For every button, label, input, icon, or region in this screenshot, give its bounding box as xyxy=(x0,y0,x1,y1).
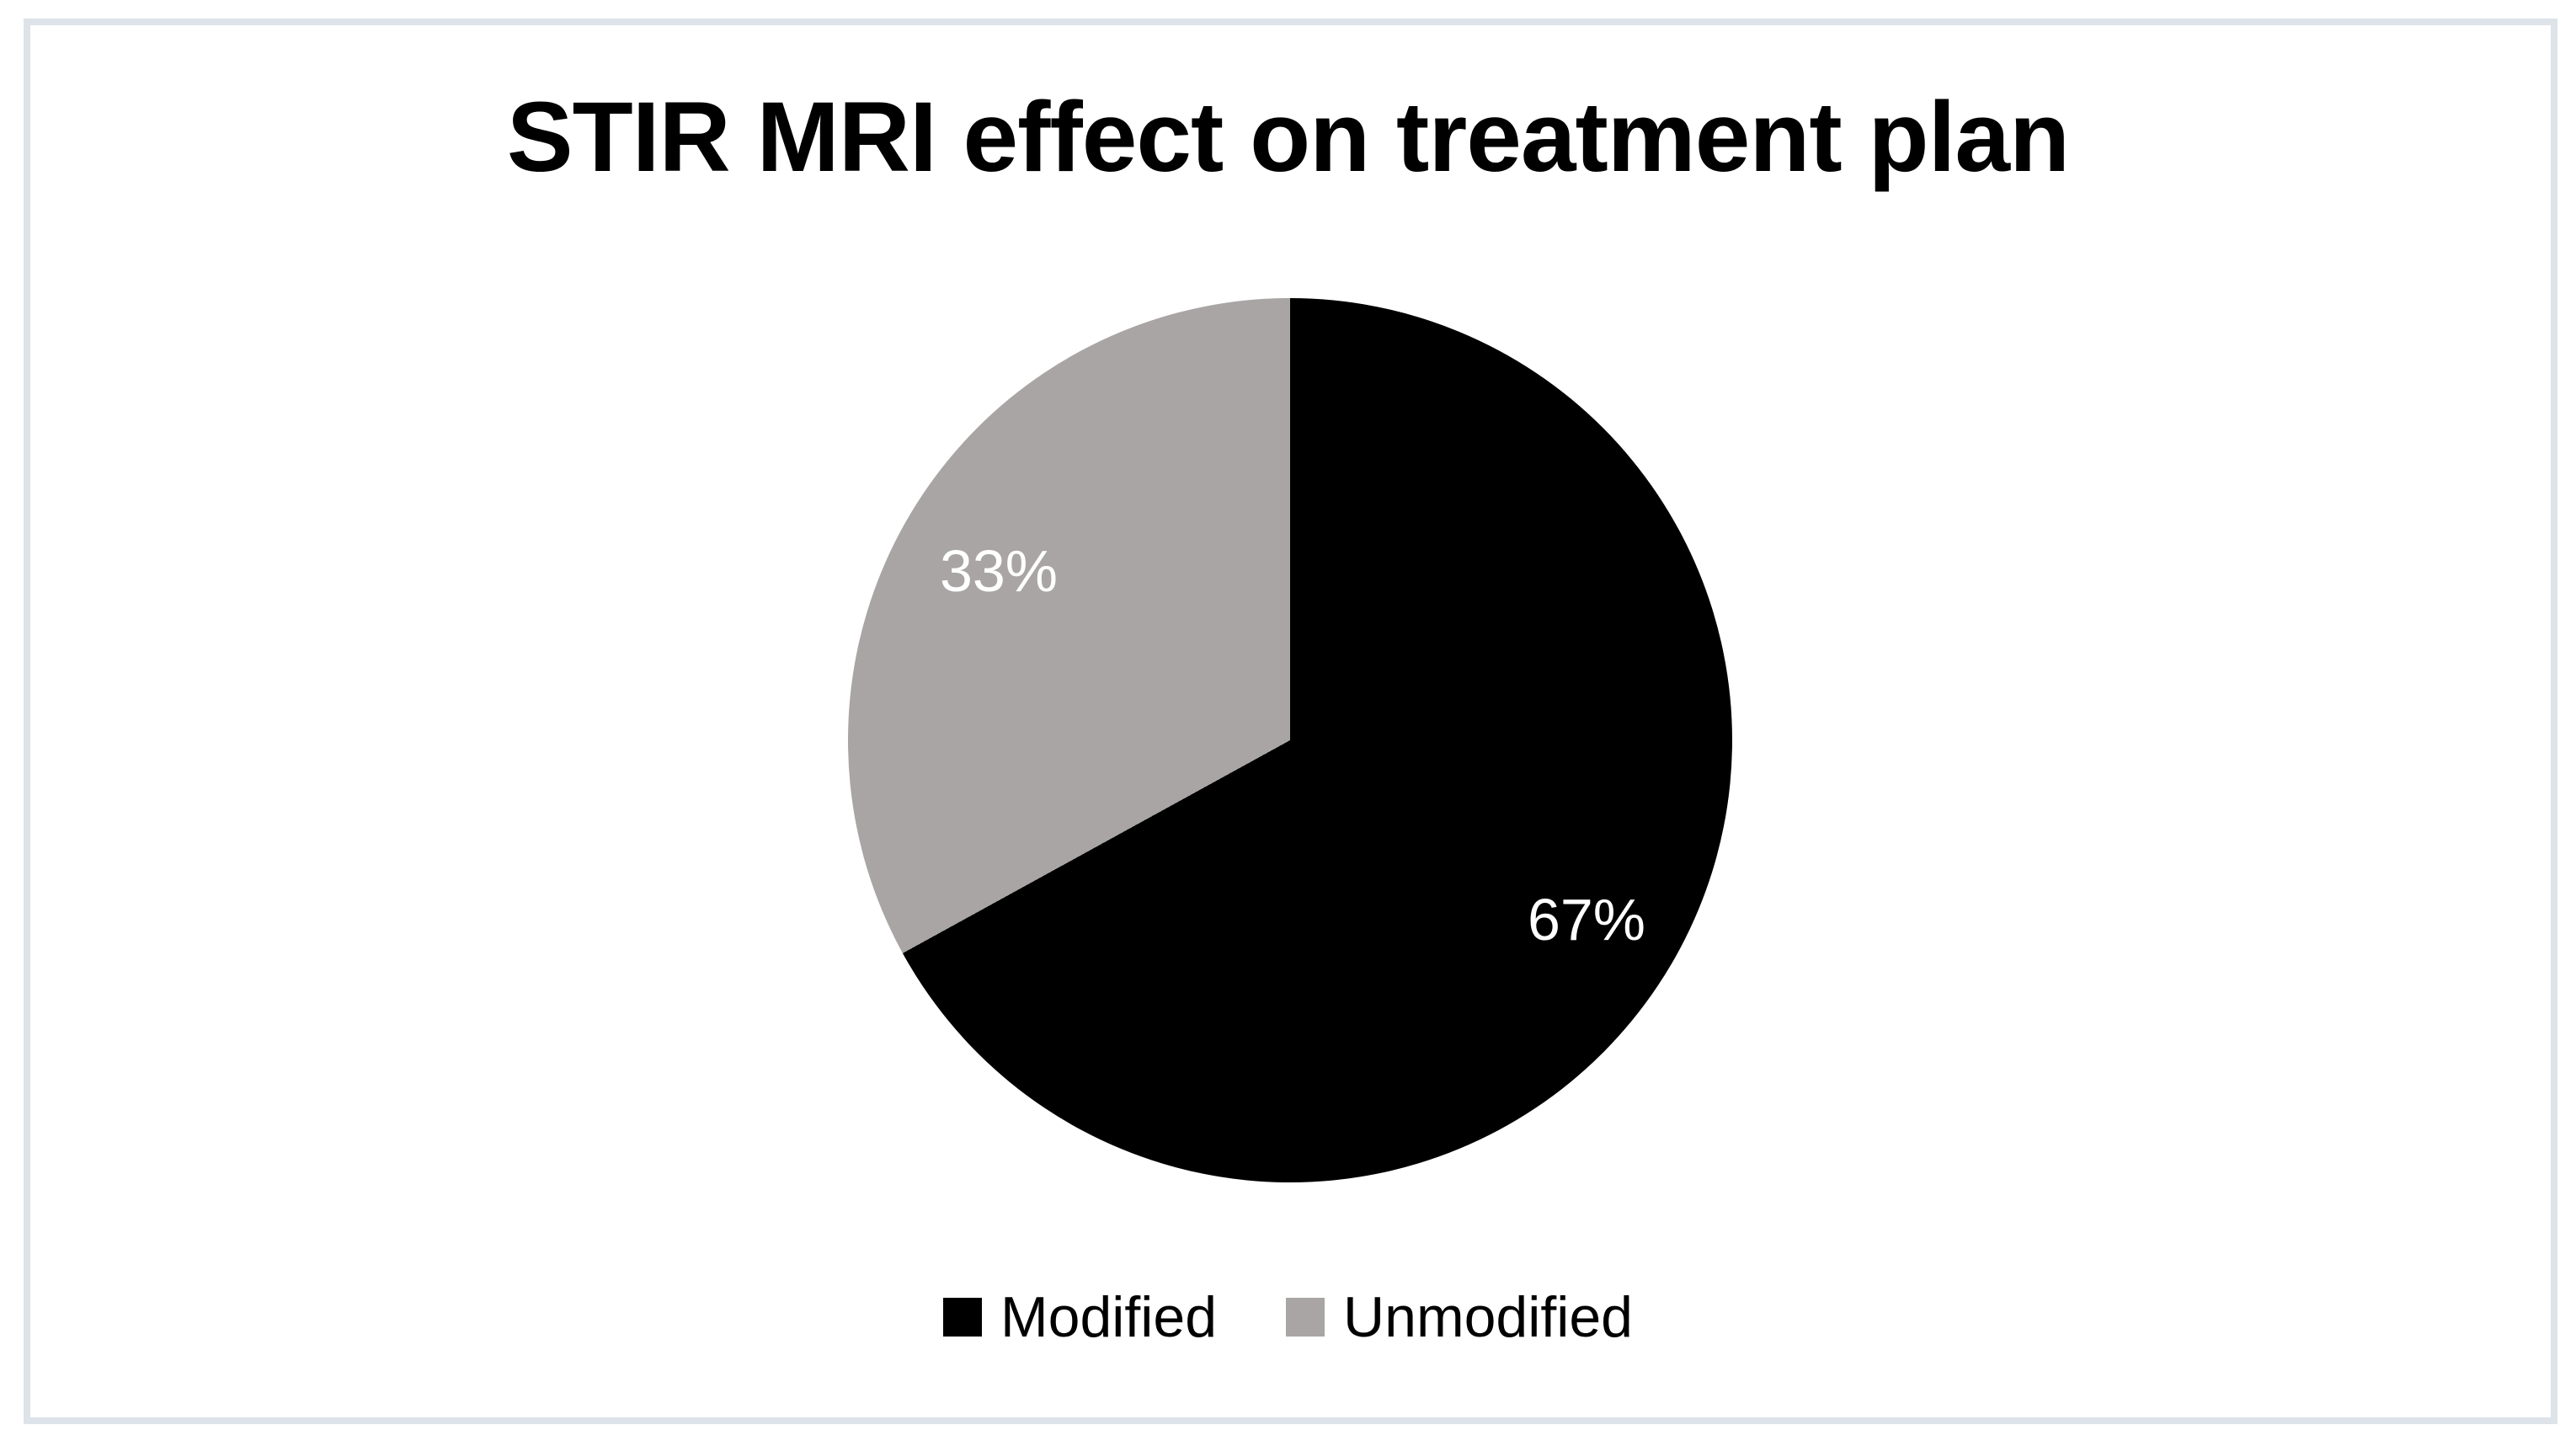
modified-swatch-icon xyxy=(943,1298,982,1337)
slice-label-unmodified: 33% xyxy=(939,538,1059,604)
legend-label-modified: Modified xyxy=(1000,1285,1218,1349)
legend-item-modified: Modified xyxy=(943,1289,1217,1346)
unmodified-swatch-icon xyxy=(1286,1298,1325,1337)
legend-label-unmodified: Unmodified xyxy=(1343,1285,1633,1349)
chart-title: STIR MRI effect on treatment plan xyxy=(506,82,2070,193)
legend: Modified Unmodified xyxy=(0,1289,2576,1346)
pie-chart: 67% 33% xyxy=(848,298,1732,1182)
slice-label-modified: 67% xyxy=(1527,887,1646,952)
legend-item-unmodified: Unmodified xyxy=(1286,1289,1633,1346)
